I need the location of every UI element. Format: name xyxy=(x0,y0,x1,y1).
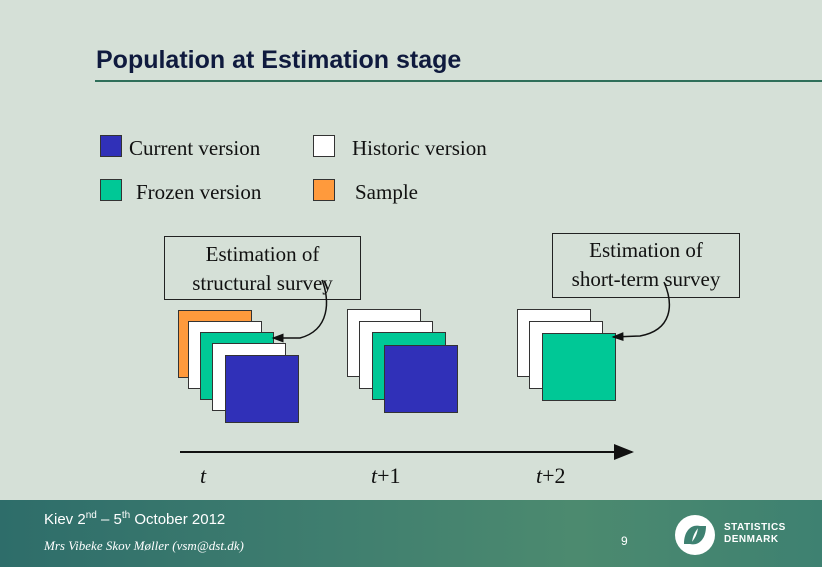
legend-label-sample: Sample xyxy=(355,180,418,204)
statistics-denmark-logo-icon xyxy=(675,515,715,555)
time-label-t1: t+1 xyxy=(371,463,401,489)
legend-label-frozen: Frozen version xyxy=(136,180,262,204)
time-label-t2-var: t xyxy=(536,463,543,488)
footer-event: Kiev 2nd – 5th October 2012 xyxy=(44,510,225,528)
legend-swatch-historic xyxy=(313,135,335,157)
page-title: Population at Estimation stage xyxy=(96,46,462,74)
legend-label-current: Current version xyxy=(129,136,261,160)
logo-text-line1: STATISTICS xyxy=(724,522,786,533)
footer-event-sup1: nd xyxy=(85,510,97,521)
structural-survey-line1: Estimation of xyxy=(205,242,320,266)
footer-event-part3: October 2012 xyxy=(130,511,226,528)
legend-swatch-sample xyxy=(313,179,335,201)
structural-survey-box: Estimation of structural survey xyxy=(164,236,361,300)
time-label-t1-var: t xyxy=(371,463,378,488)
shortterm-survey-line2: short-term survey xyxy=(571,267,721,291)
arrow-shortterm-to-frozen xyxy=(611,281,671,342)
legend-swatch-current xyxy=(100,135,122,157)
square-frozen-t2 xyxy=(542,333,616,401)
legend-swatch-frozen xyxy=(100,179,122,201)
diagram-connectors xyxy=(180,444,634,460)
page-number: 9 xyxy=(621,534,628,548)
square-current-t xyxy=(225,355,299,423)
footer-event-part2: – 5 xyxy=(96,511,122,528)
time-label-t1-suffix: +1 xyxy=(377,463,401,488)
time-label-t2: t+2 xyxy=(536,463,566,489)
logo-text-line2: DENMARK xyxy=(724,534,779,545)
curved-arrows xyxy=(271,279,671,343)
legend-label-historic: Historic version xyxy=(352,136,487,160)
footer-bar: Kiev 2nd – 5th October 2012 Mrs Vibeke S… xyxy=(0,500,822,567)
footer-author: Mrs Vibeke Skov Møller (vsm@dst.dk) xyxy=(44,538,244,553)
shortterm-survey-line1: Estimation of xyxy=(589,238,703,262)
time-label-t2-suffix: +2 xyxy=(542,463,566,488)
arrow-structural-to-sample xyxy=(271,279,328,343)
shortterm-survey-box: Estimation of short-term survey xyxy=(552,233,740,298)
structural-survey-line2: structural survey xyxy=(192,271,333,295)
square-current-t1 xyxy=(384,345,458,413)
title-divider xyxy=(95,80,822,82)
footer-event-sup2: th xyxy=(121,510,131,521)
time-label-t: t xyxy=(200,463,207,488)
footer-event-part1: Kiev 2 xyxy=(44,511,86,528)
logo-text: STATISTICS DENMARK xyxy=(724,522,786,546)
